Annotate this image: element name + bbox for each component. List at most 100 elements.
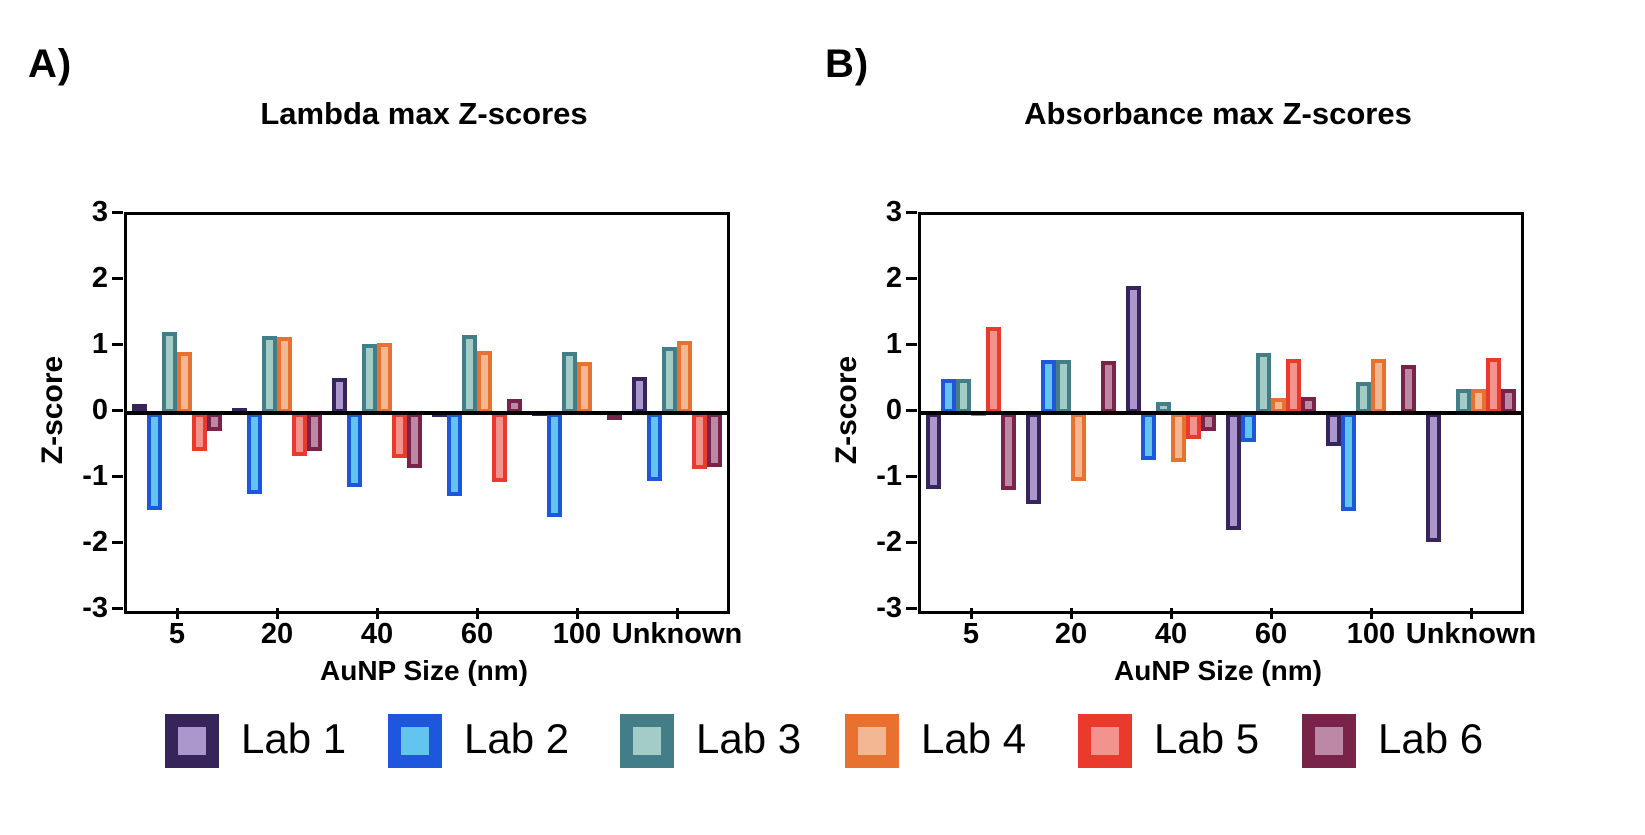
panel-a-label: A)	[28, 42, 73, 86]
y-tick-mark	[906, 277, 917, 280]
bar-lab3-size-unknown	[662, 347, 677, 413]
x-tick-mark	[276, 608, 279, 619]
bar-lab1-size-5	[926, 413, 941, 489]
y-tick-mark	[906, 607, 917, 610]
x-tick-mark	[176, 608, 179, 619]
x-tick-mark	[676, 608, 679, 619]
bar-lab2-size-20	[247, 413, 262, 494]
x-tick-mark	[376, 608, 379, 619]
y-tick-mark	[112, 541, 123, 544]
legend-item-lab-4: Lab 4	[845, 710, 1026, 768]
bar-lab3-size-60	[1256, 352, 1271, 413]
bar-lab4-size-100	[577, 362, 592, 413]
bar-lab3-size-unknown	[1456, 388, 1471, 413]
bar-lab1-size-unknown	[632, 376, 647, 413]
legend-item-lab-6: Lab 6	[1302, 710, 1483, 768]
bar-lab2-size-5	[147, 413, 162, 511]
y-tick-label--1: -1	[876, 460, 902, 492]
legend-swatch-lab-2	[388, 714, 442, 768]
bar-lab6-size-unknown	[1501, 388, 1516, 413]
y-tick-label-1: 1	[91, 328, 108, 360]
y-tick-mark	[906, 211, 917, 214]
x-tick-label-60: 60	[1254, 618, 1288, 650]
bar-lab5-size-5	[986, 327, 1001, 413]
legend-label: Lab 3	[696, 715, 802, 762]
bar-lab4-size-unknown	[677, 341, 692, 413]
y-tick-label-1: 1	[885, 328, 902, 360]
legend-item-lab-2: Lab 2	[388, 710, 569, 768]
x-tick-mark	[576, 608, 579, 619]
bar-lab4-size-5	[177, 352, 192, 413]
legend-item-lab-1: Lab 1	[165, 710, 346, 768]
x-tick-label-5: 5	[168, 618, 186, 650]
x-tick-label-40: 40	[1154, 618, 1188, 650]
y-tick-label--2: -2	[82, 526, 108, 558]
y-tick-label-0: 0	[885, 394, 902, 426]
y-tick-label-3: 3	[885, 196, 902, 228]
zero-baseline	[921, 411, 1521, 415]
bar-lab1-size-60	[1226, 413, 1241, 531]
x-tick-mark	[1270, 608, 1273, 619]
bar-lab2-size-unknown	[647, 413, 662, 481]
y-tick-mark	[112, 343, 123, 346]
bar-lab3-size-40	[362, 344, 377, 413]
y-tick-label--1: -1	[82, 460, 108, 492]
bar-lab2-size-60	[1241, 413, 1256, 443]
y-tick-mark	[906, 409, 917, 412]
y-tick-label--2: -2	[876, 526, 902, 558]
bar-lab3-size-5	[956, 378, 971, 413]
y-tick-label-3: 3	[91, 196, 108, 228]
panel-b-label: B)	[825, 42, 870, 86]
x-tick-mark	[970, 608, 973, 619]
y-tick-mark	[906, 541, 917, 544]
bar-lab2-size-100	[1341, 413, 1356, 512]
y-tick-mark	[112, 277, 123, 280]
x-tick-label-100: 100	[1346, 618, 1396, 650]
legend-swatch-lab-3	[620, 714, 674, 768]
legend-item-lab-3: Lab 3	[620, 710, 801, 768]
bar-lab4-size-unknown	[1471, 388, 1486, 413]
chart-b-plot-area	[918, 212, 1524, 614]
bar-lab3-size-60	[462, 335, 477, 413]
panel-b: B) Absorbance max Z-scores Z-score AuNP …	[797, 0, 1620, 700]
y-tick-mark	[112, 475, 123, 478]
x-tick-label-unknown: Unknown	[611, 618, 743, 650]
legend-label: Lab 6	[1378, 715, 1484, 762]
legend-label: Lab 5	[1154, 715, 1260, 762]
bar-lab1-size-20	[1026, 413, 1041, 505]
legend-item-lab-5: Lab 5	[1078, 710, 1259, 768]
legend-swatch-lab-5	[1078, 714, 1132, 768]
bar-lab6-size-100	[607, 413, 622, 420]
bar-lab3-size-20	[262, 335, 277, 413]
x-tick-mark	[1070, 608, 1073, 619]
x-tick-label-60: 60	[460, 618, 494, 650]
bar-lab5-size-unknown	[692, 413, 707, 470]
bar-lab1-size-20	[232, 407, 247, 413]
bar-lab5-size-20	[292, 413, 307, 456]
legend-swatch-lab-1	[165, 714, 219, 768]
y-tick-label-0: 0	[91, 394, 108, 426]
bar-lab1-size-40	[1126, 286, 1141, 413]
bar-lab4-size-60	[477, 350, 492, 413]
bar-lab6-size-20	[307, 413, 322, 451]
bar-lab6-size-40	[407, 413, 422, 468]
bar-lab4-size-100	[1371, 358, 1386, 413]
bar-lab4-size-20	[277, 337, 292, 413]
legend-swatch-lab-4	[845, 714, 899, 768]
x-tick-label-20: 20	[1054, 618, 1088, 650]
bar-lab3-size-100	[1356, 381, 1371, 413]
chart-b-x-axis-title: AuNP Size (nm)	[1114, 655, 1322, 686]
bar-lab2-size-5	[941, 378, 956, 413]
x-tick-mark	[1470, 608, 1473, 619]
bar-lab2-size-40	[347, 413, 362, 487]
legend-label: Lab 2	[464, 715, 570, 762]
chart-a-plot-area	[124, 212, 730, 614]
bar-lab5-size-60	[492, 413, 507, 482]
bar-lab2-size-60	[447, 413, 462, 497]
y-tick-mark	[112, 409, 123, 412]
legend-label: Lab 1	[241, 715, 347, 762]
bar-lab1-size-40	[332, 378, 347, 413]
bar-lab5-size-40	[392, 413, 407, 458]
bar-lab4-size-20	[1071, 413, 1086, 481]
